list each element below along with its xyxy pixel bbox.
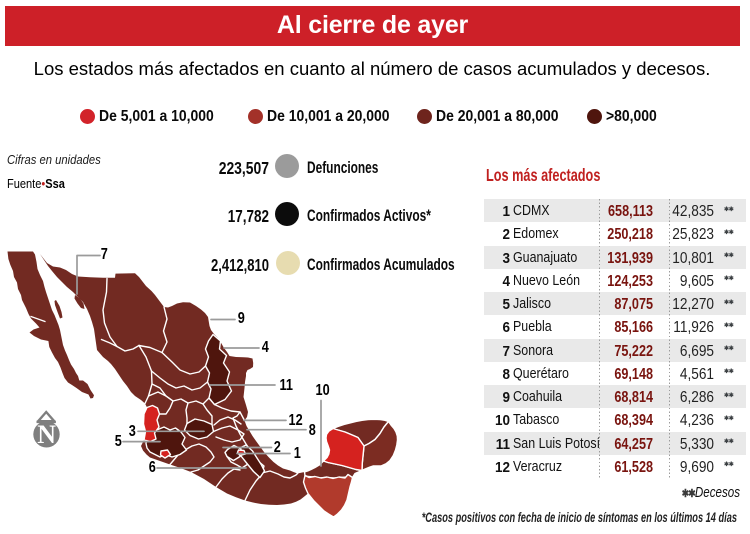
svg-text:N: N xyxy=(37,420,56,449)
